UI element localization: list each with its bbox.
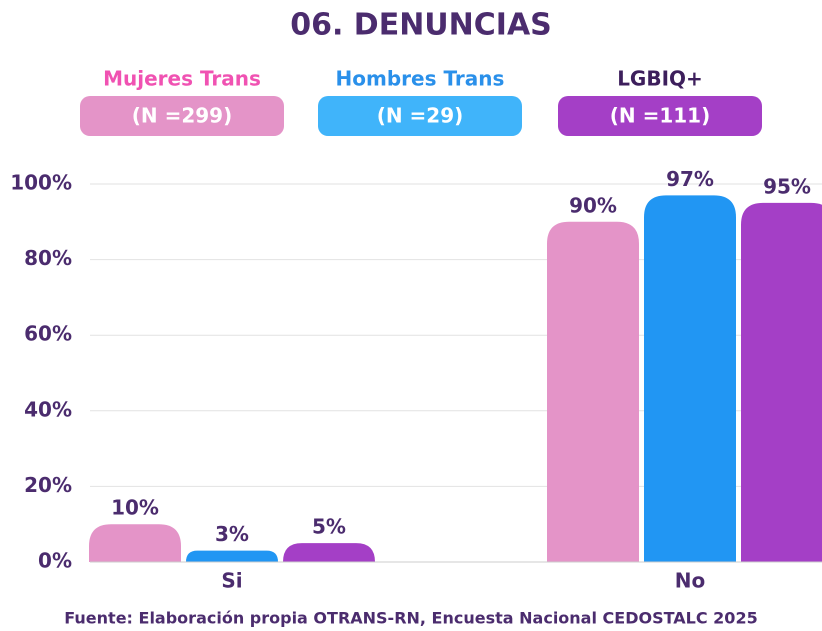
bar [644, 195, 736, 562]
legend-label: Mujeres Trans [103, 67, 261, 91]
x-tick-label: Si [221, 569, 242, 593]
value-label: 3% [215, 522, 249, 546]
bar [547, 221, 639, 563]
value-label: 97% [666, 167, 714, 191]
value-label: 5% [312, 515, 346, 539]
legend-n-label: (N =29) [377, 104, 464, 128]
y-tick-label: 60% [24, 322, 72, 346]
y-tick-label: 80% [24, 246, 72, 270]
y-tick-label: 20% [24, 473, 72, 497]
chart-title: 06. DENUNCIAS [290, 8, 552, 43]
value-label: 90% [569, 193, 617, 217]
y-tick-label: 100% [10, 171, 72, 195]
source-note: Fuente: Elaboración propia OTRANS-RN, En… [64, 609, 757, 628]
legend-swatch [318, 96, 522, 136]
value-label: 10% [111, 496, 159, 520]
bar [186, 550, 278, 562]
bar [283, 543, 375, 562]
bar [741, 202, 822, 562]
x-tick-label: No [675, 569, 705, 593]
legend-n-label: (N =111) [610, 104, 711, 128]
y-tick-label: 0% [38, 549, 72, 573]
legend-swatch [80, 96, 284, 136]
legend-n-label: (N =299) [132, 104, 233, 128]
value-label: 95% [763, 174, 811, 198]
y-tick-label: 40% [24, 397, 72, 421]
legend-label: LGBIQ+ [617, 67, 703, 91]
bar [89, 524, 181, 562]
legend-swatch [558, 96, 762, 136]
legend-label: Hombres Trans [336, 67, 505, 91]
